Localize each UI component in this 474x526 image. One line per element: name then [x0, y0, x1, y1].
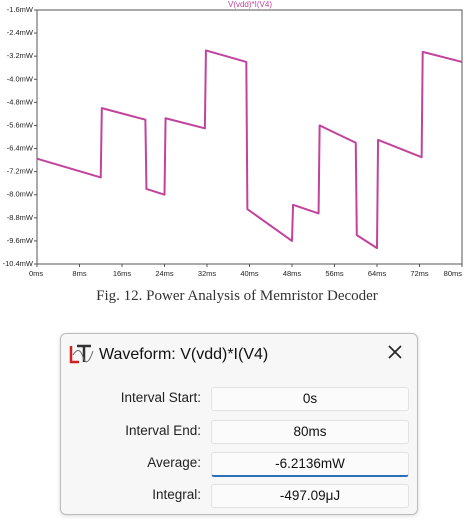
caption: Fig. 12. Power Analysis of Memristor Dec…	[96, 288, 378, 304]
dialog: Waveform: V(vdd)*I(V4) Interval Start: 0s…	[60, 333, 418, 515]
field-label: Interval Start:	[120, 390, 201, 405]
field-label: Interval End:	[125, 423, 201, 438]
y-tick-label: -4.0mW	[7, 74, 34, 83]
app-icon	[69, 344, 94, 364]
x-tick-label: 80ms	[444, 269, 463, 278]
y-tick-label: -3.2mW	[7, 51, 34, 60]
chart-title: V(vdd)*I(V4)	[228, 0, 272, 9]
x-tick-label: 32ms	[198, 269, 217, 278]
y-tick-label: -6.4mW	[7, 144, 34, 153]
field-value[interactable]: 80ms	[211, 420, 409, 444]
y-tick-label: -7.2mW	[7, 167, 34, 176]
chart: V(vdd)*I(V4) -1.6mW -2.4mW -3.2mW -4.0mW -4.…	[3, 0, 463, 278]
y-tick-label: -1.6mW	[7, 5, 34, 14]
y-tick-label: -10.4mW	[3, 259, 34, 268]
x-tick-label: 64ms	[368, 269, 387, 278]
close-button[interactable]	[387, 344, 403, 360]
x-tick-label: 40ms	[240, 269, 259, 278]
y-tick-label: -5.6mW	[7, 120, 34, 129]
dialog-title: Waveform: V(vdd)*I(V4)	[99, 346, 269, 363]
x-tick-label: 8ms	[72, 269, 86, 278]
y-tick-label: -9.6mW	[7, 236, 34, 245]
x-tick-label: 0ms	[29, 269, 43, 278]
field-label: Integral:	[152, 487, 201, 502]
x-tick-label: 16ms	[113, 269, 132, 278]
field-value[interactable]: 0s	[211, 387, 409, 411]
y-tick-label: -4.8mW	[7, 97, 34, 106]
y-tick-label: -8.8mW	[7, 213, 34, 222]
y-tick-label: -8.0mW	[7, 190, 34, 199]
x-tick-label: 56ms	[325, 269, 344, 278]
x-tick-label: 48ms	[283, 269, 302, 278]
y-tick-label: -2.4mW	[7, 28, 34, 37]
field-value[interactable]: -497.09μJ	[211, 484, 409, 508]
x-tick-label: 24ms	[155, 269, 174, 278]
field-value[interactable]: -6.2136mW	[211, 452, 409, 477]
x-tick-label: 72ms	[410, 269, 429, 278]
plot-frame	[36, 9, 463, 265]
trace	[36, 49, 463, 250]
field-label: Average:	[147, 455, 201, 470]
